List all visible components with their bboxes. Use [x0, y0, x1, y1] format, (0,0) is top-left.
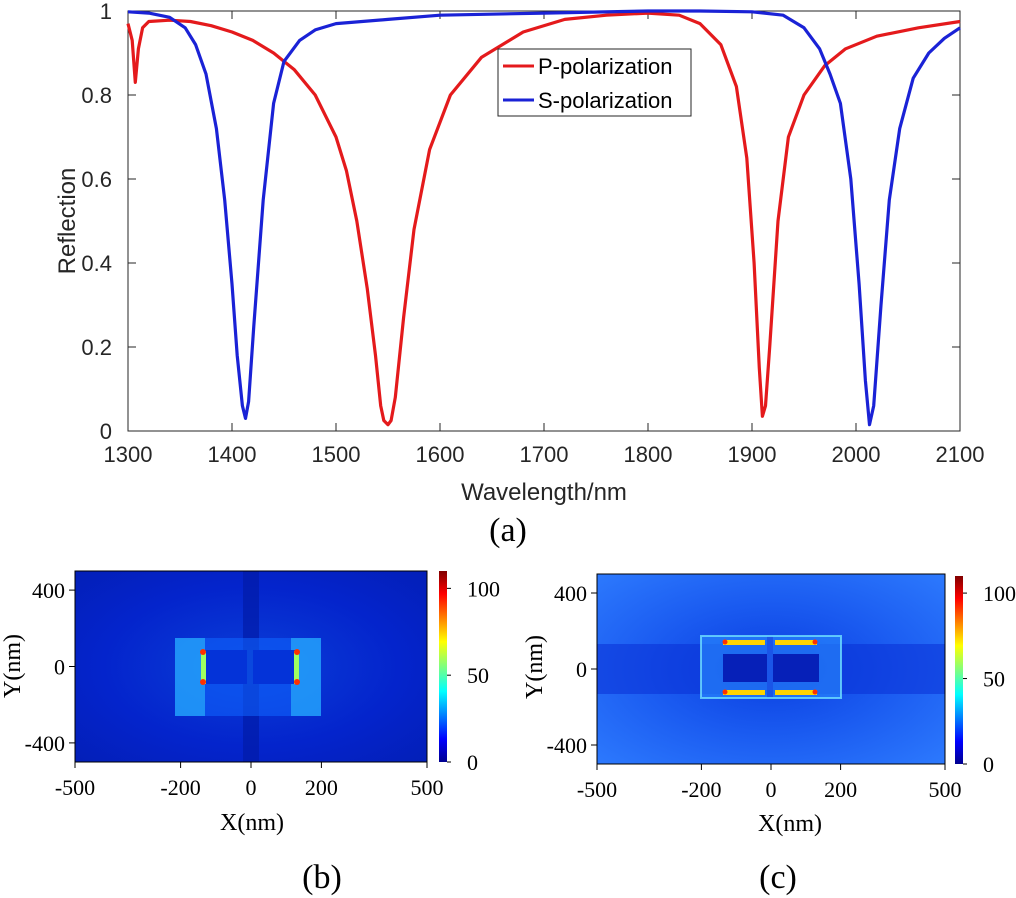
series-line-s	[127, 9, 961, 427]
structure-outline-c	[700, 635, 842, 699]
colorbar-c	[955, 576, 963, 764]
x-tick-label-b: 200	[305, 775, 338, 800]
panel-label-a: (a)	[489, 512, 527, 549]
hot-edge-top-left-c	[723, 640, 765, 645]
y-tick-label-a: 0.2	[81, 335, 112, 360]
legend-box	[497, 48, 692, 117]
series-line-p	[126, 11, 961, 427]
x-tick-label-b: -500	[55, 775, 95, 800]
y-tick-label-a: 1	[100, 0, 112, 24]
colorbar-ticks-c: 100 50 0	[963, 581, 1016, 777]
x-tick-label-c: -500	[577, 777, 617, 802]
x-tick-label-a: 1500	[312, 442, 361, 467]
y-tick-label-c: 400	[554, 581, 587, 606]
x-tick-label-a: 1900	[728, 442, 777, 467]
y-tick-label-a: 0.8	[81, 83, 112, 108]
x-tick-label-a: 1600	[416, 442, 465, 467]
x-axis-label-a: Wavelength/nm	[461, 479, 627, 506]
x-tick-label-c: 500	[929, 777, 962, 802]
y-axis-label-c: Y(nm)	[522, 635, 548, 699]
y-tick-label-c: 0	[576, 657, 587, 682]
colorbar-tick-label-b: 0	[467, 750, 478, 775]
x-tick-label-a: 1800	[624, 442, 673, 467]
hot-edge-bottom-left-c	[723, 690, 765, 695]
x-tick-label-c: 200	[824, 777, 857, 802]
x-tick-label-a: 2000	[832, 442, 881, 467]
tick-group-b: -500 -200 0 200 500 400 0 -400	[25, 578, 444, 800]
hotspot-c-3	[722, 689, 728, 695]
y-tick-label-a: 0.4	[81, 251, 112, 276]
x-axis-label-c: X(nm)	[758, 811, 822, 837]
hotspot-c-4	[812, 689, 818, 695]
hot-edge-right-b	[294, 651, 299, 684]
x-tick-label-b: 0	[246, 775, 257, 800]
x-tick-label-a: 1400	[208, 442, 257, 467]
hotspot-b-1	[200, 649, 206, 655]
x-tick-label-b: -200	[160, 775, 200, 800]
colorbar-tick-label-b: 50	[467, 663, 489, 688]
structure-left-glow-b	[175, 638, 205, 716]
x-tick-label-b: 500	[411, 775, 444, 800]
hot-edge-bottom-right-c	[775, 690, 817, 695]
inner-block-left-b	[203, 650, 247, 684]
colorbar-tick-label-c: 0	[983, 752, 994, 777]
x-tick-label-c: -200	[681, 777, 721, 802]
x-tick-label-a: 1700	[520, 442, 569, 467]
x-tick-label-a: 2100	[936, 442, 985, 467]
colorbar-tick-label-c: 100	[983, 581, 1016, 606]
panel-label-c: (c)	[759, 859, 797, 896]
colorbar-b	[439, 571, 447, 762]
hot-edge-left-b	[201, 651, 206, 684]
y-tick-label-a: 0.6	[81, 167, 112, 192]
line-chart-a: 1300 1400 1500 1600 1700 1800 1900 2000 2100 0 0.2…	[54, 0, 984, 506]
colorbar-tick-label-b: 100	[467, 576, 500, 601]
panel-label-b: (b)	[302, 859, 342, 896]
x-axis-label-b: X(nm)	[220, 810, 284, 836]
y-axis-label-b: Y(nm)	[0, 634, 26, 698]
y-axis-label-a: Reflection	[54, 168, 81, 275]
y-tick-label-c: -400	[547, 733, 587, 758]
hotspot-b-2	[200, 679, 206, 685]
y-tick-label-b: -400	[25, 731, 65, 756]
series-group-a	[126, 9, 961, 427]
y-tick-label-a: 0	[100, 419, 112, 444]
inner-block-right-b	[253, 650, 297, 684]
tick-group-c: -500 -200 0 200 500 400 0 -400	[547, 581, 962, 802]
mid-gap-c	[767, 636, 773, 698]
hotspot-c-2	[812, 639, 818, 645]
colorbar-ticks-b: 100 50 0	[447, 576, 500, 775]
hotspot-b-4	[294, 679, 300, 685]
hotspot-b-3	[294, 649, 300, 655]
x-tick-label-c: 0	[766, 777, 777, 802]
y-tick-label-b: 0	[54, 655, 65, 680]
colorbar-tick-label-c: 50	[983, 667, 1005, 692]
x-tick-label-a: 1300	[104, 442, 153, 467]
legend-a: P-polarization S-polarization	[497, 48, 692, 117]
legend-label-p: P-polarization	[538, 54, 673, 79]
hot-edge-top-right-c	[775, 640, 817, 645]
tick-group-a: 1300 1400 1500 1600 1700 1800 1900 2000 2100 0 0.2…	[81, 0, 984, 467]
legend-label-s: S-polarization	[538, 88, 673, 113]
y-tick-label-b: 400	[32, 578, 65, 603]
hotspot-c-1	[722, 639, 728, 645]
